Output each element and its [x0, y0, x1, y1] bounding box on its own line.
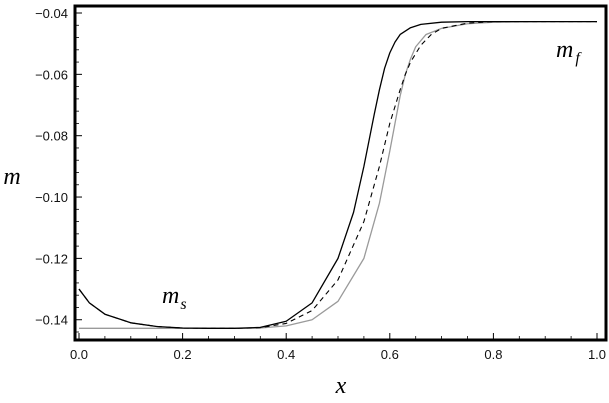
tick-layer: [75, 12, 598, 340]
y-tick-labels: −0.04 −0.06 −0.08 −0.10 −0.12 −0.14: [35, 6, 68, 328]
x-tick-label: 1.0: [588, 347, 606, 362]
series-line-dashed-black: [78, 21, 597, 329]
x-tick-label: 0.6: [381, 347, 399, 362]
y-tick-label: −0.14: [35, 313, 68, 328]
x-tick-label: 0.0: [70, 347, 88, 362]
x-tick-label: 0.4: [277, 347, 295, 362]
annotation-m-f-sub: f: [575, 50, 582, 67]
annotation-m-f-main: m: [556, 37, 573, 63]
y-tick-label: −0.12: [35, 251, 68, 266]
y-tick-label: −0.10: [35, 190, 68, 205]
series-layer: [78, 20, 597, 329]
y-tick-label: −0.08: [35, 129, 68, 144]
plot-frame: [73, 4, 608, 342]
x-axis-title: x: [335, 373, 347, 399]
series-line-solid-black: [78, 20, 597, 329]
y-axis-title: m: [3, 164, 20, 190]
x-tick-labels: 0.0 0.2 0.4 0.6 0.8 1.0: [70, 347, 606, 362]
y-tick-label: −0.04: [35, 6, 68, 21]
annotation-m-s-main: m: [162, 283, 179, 309]
annotation-m-s-sub: s: [180, 296, 186, 313]
annotation-m-s: ms: [162, 283, 187, 313]
x-tick-label: 0.8: [484, 347, 502, 362]
y-tick-label: −0.06: [35, 67, 68, 82]
x-tick-label: 0.2: [174, 347, 192, 362]
